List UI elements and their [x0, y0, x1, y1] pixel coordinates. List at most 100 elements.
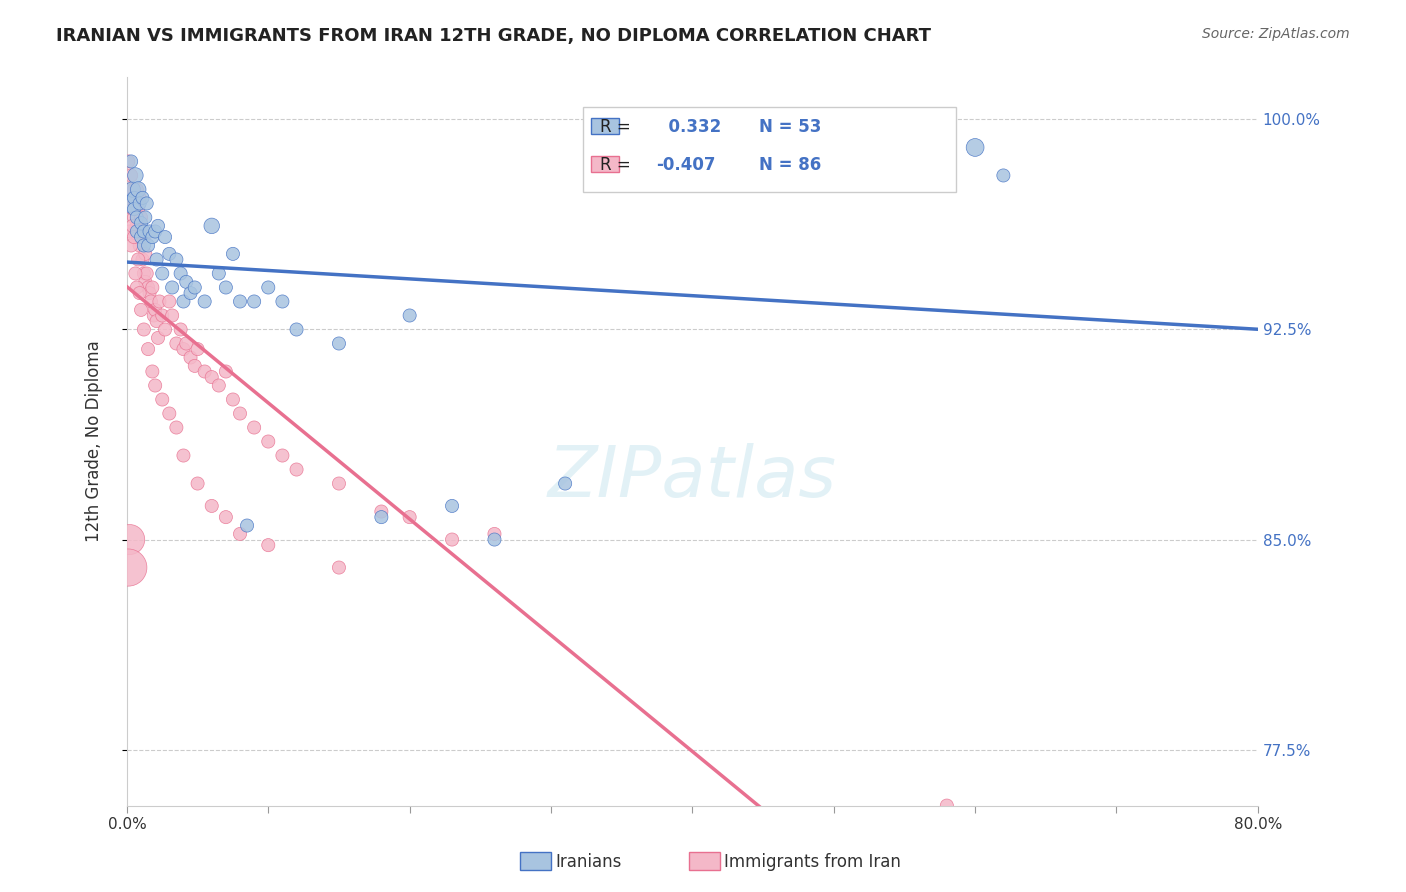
Point — [398, 309, 420, 323]
Point — [554, 476, 576, 491]
Text: N = 53: N = 53 — [759, 118, 821, 136]
Point — [129, 230, 152, 244]
Point — [160, 280, 183, 294]
Text: Immigrants from Iran: Immigrants from Iran — [724, 853, 901, 871]
Point — [121, 202, 143, 216]
Point — [118, 196, 141, 211]
Point — [127, 182, 149, 196]
Text: Source: ZipAtlas.com: Source: ZipAtlas.com — [1202, 27, 1350, 41]
Point — [229, 407, 252, 421]
Point — [398, 510, 420, 524]
Point — [370, 510, 392, 524]
Point — [134, 247, 156, 261]
Point — [138, 286, 160, 301]
Point — [201, 219, 224, 233]
Point — [328, 336, 350, 351]
Point — [150, 267, 173, 281]
Point — [122, 230, 145, 244]
Point — [184, 359, 207, 373]
Point — [132, 230, 155, 244]
Point — [142, 309, 165, 323]
Point — [229, 294, 252, 309]
Point — [139, 294, 162, 309]
Point — [965, 140, 987, 154]
Point — [271, 294, 294, 309]
Point — [143, 224, 166, 238]
Point — [141, 230, 163, 244]
Point — [215, 280, 238, 294]
Point — [141, 280, 163, 294]
Point — [121, 182, 143, 196]
Point — [243, 294, 266, 309]
Point — [174, 336, 197, 351]
Point — [120, 238, 142, 252]
Point — [122, 211, 145, 225]
Point — [146, 219, 169, 233]
Point — [136, 238, 159, 252]
Point — [128, 286, 150, 301]
Point — [180, 351, 202, 365]
Point — [935, 798, 957, 813]
Point — [118, 224, 141, 238]
Point — [117, 154, 139, 169]
Point — [122, 191, 145, 205]
Point — [441, 499, 464, 513]
Text: R =: R = — [600, 118, 631, 136]
Point — [146, 331, 169, 345]
Point — [150, 392, 173, 407]
Point — [165, 252, 187, 267]
Point — [172, 342, 194, 356]
Point — [129, 302, 152, 317]
Text: R =: R = — [600, 156, 631, 174]
Point — [208, 267, 231, 281]
Point — [222, 392, 245, 407]
Point — [328, 560, 350, 574]
Point — [169, 267, 191, 281]
Point — [150, 309, 173, 323]
Point — [122, 202, 145, 216]
Point — [138, 224, 160, 238]
Point — [157, 294, 180, 309]
Point — [121, 191, 143, 205]
Point — [172, 294, 194, 309]
Point — [118, 533, 141, 547]
Point — [136, 280, 159, 294]
Point — [125, 280, 148, 294]
Point — [128, 196, 150, 211]
Point — [131, 224, 153, 238]
Point — [131, 252, 153, 267]
Text: Iranians: Iranians — [555, 853, 621, 871]
Point — [145, 252, 167, 267]
Point — [125, 211, 148, 225]
Point — [125, 219, 148, 233]
Point — [131, 191, 153, 205]
Point — [201, 370, 224, 384]
Point — [125, 224, 148, 238]
Point — [122, 182, 145, 196]
Point — [128, 191, 150, 205]
Point — [271, 449, 294, 463]
Point — [135, 267, 157, 281]
Point — [128, 238, 150, 252]
Point — [118, 182, 141, 196]
Point — [153, 230, 176, 244]
Point — [208, 378, 231, 392]
Point — [370, 504, 392, 518]
Point — [236, 518, 259, 533]
Point — [243, 420, 266, 434]
Point — [174, 275, 197, 289]
Point — [136, 342, 159, 356]
Point — [145, 314, 167, 328]
Point — [124, 267, 146, 281]
Point — [129, 230, 152, 244]
Point — [141, 364, 163, 378]
Point — [484, 527, 506, 541]
Text: N = 86: N = 86 — [759, 156, 821, 174]
Point — [135, 196, 157, 211]
Point — [120, 196, 142, 211]
Point — [153, 322, 176, 336]
Point — [285, 322, 308, 336]
Point — [121, 219, 143, 233]
Point — [187, 476, 209, 491]
Point — [124, 224, 146, 238]
